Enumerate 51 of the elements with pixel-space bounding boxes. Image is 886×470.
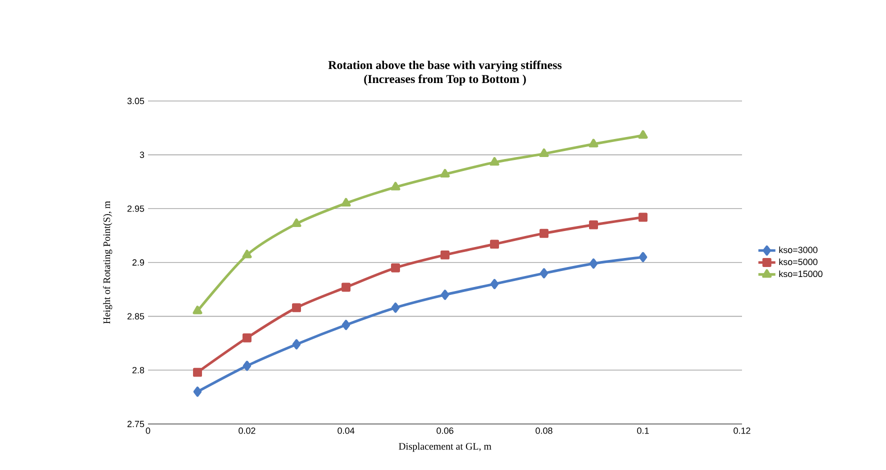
point xyxy=(440,250,450,260)
point xyxy=(539,148,549,158)
y-tick-label: 2.75 xyxy=(127,420,144,428)
point xyxy=(638,130,648,139)
point xyxy=(440,168,450,178)
point xyxy=(490,278,499,290)
x-tick-label: 0.02 xyxy=(238,428,256,434)
point xyxy=(292,303,301,312)
point xyxy=(490,157,500,166)
y-tick-label: 2.95 xyxy=(127,205,144,212)
point xyxy=(292,218,302,228)
y-tick-label: 3.05 xyxy=(127,98,144,104)
point xyxy=(242,360,252,371)
point xyxy=(589,220,598,230)
point xyxy=(292,339,301,350)
x-tick-label: 0 xyxy=(146,428,150,434)
point xyxy=(391,302,400,313)
point xyxy=(638,252,648,262)
point xyxy=(440,290,450,300)
chart-subtitle: (Increases from Top to Bottom ) xyxy=(364,74,526,86)
x-tick-label: 0.1 xyxy=(637,428,649,434)
legend-label: kso=5000 xyxy=(779,258,818,266)
point xyxy=(242,250,252,258)
point xyxy=(490,240,499,249)
point xyxy=(342,320,350,330)
point xyxy=(192,306,202,314)
point xyxy=(193,368,202,377)
point xyxy=(588,138,598,148)
point xyxy=(341,198,351,207)
x-tick-label: 0.06 xyxy=(436,428,454,434)
point xyxy=(638,212,648,222)
point xyxy=(540,268,548,278)
point xyxy=(540,228,548,238)
x-tick-label: 0.04 xyxy=(338,428,354,434)
y-tick-label: 2.9 xyxy=(132,259,144,266)
chart-title: Rotation above the base with varying stiffness xyxy=(328,60,562,72)
point xyxy=(390,182,400,190)
x-tick-label: 0.12 xyxy=(734,428,750,434)
x-axis-title: Displacement at GL, m xyxy=(398,442,492,452)
point xyxy=(391,263,400,272)
y-tick-label: 3 xyxy=(140,152,144,158)
legend-label: kso=15000 xyxy=(779,270,822,278)
x-tick-label: 0.08 xyxy=(536,428,552,434)
point xyxy=(242,333,252,342)
y-tick-label: 2.85 xyxy=(127,313,144,320)
point xyxy=(193,386,202,397)
point xyxy=(342,282,350,292)
y-tick-label: 2.8 xyxy=(132,366,144,374)
legend-label: kso=3000 xyxy=(779,246,818,254)
y-axis-title: Height of Rotating Point(S), m xyxy=(103,201,112,324)
point xyxy=(589,258,598,269)
